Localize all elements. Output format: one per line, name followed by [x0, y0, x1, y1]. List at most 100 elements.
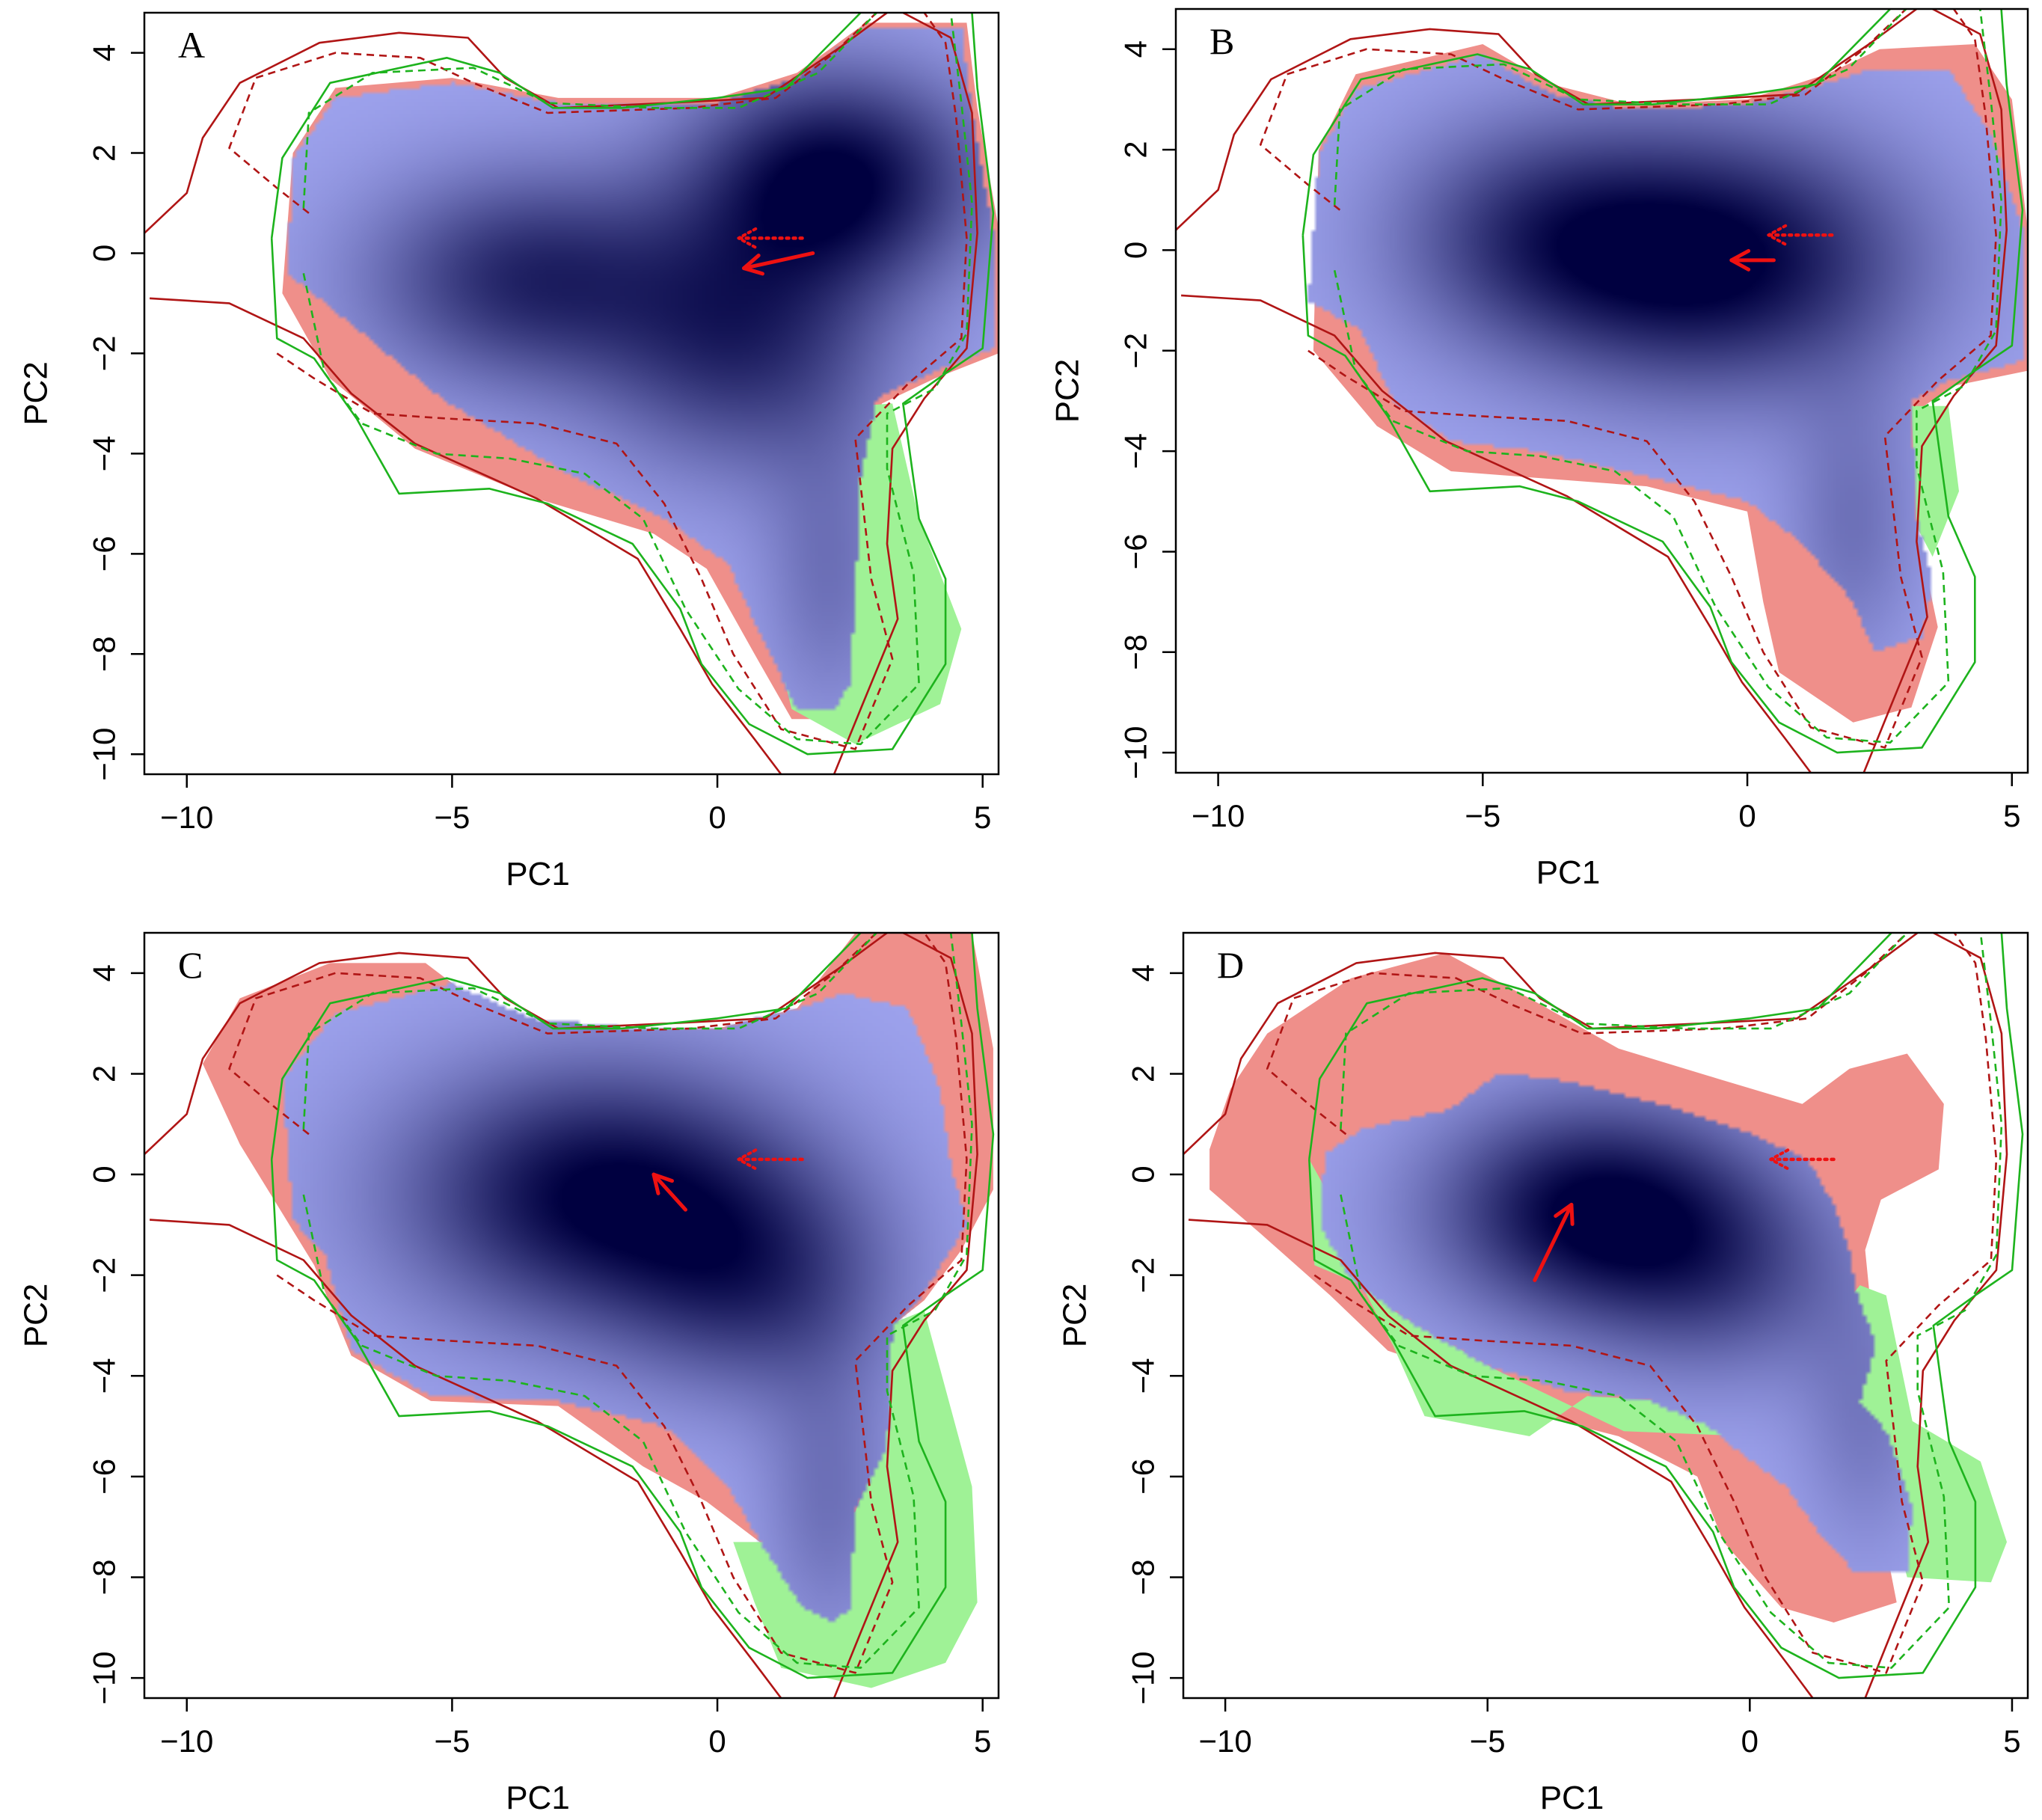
solid-arrow [1729, 248, 1776, 272]
y-axis: −10 −8 −6 −4 −2 0 2 4 PC2 [1049, 40, 1176, 779]
green-dashed-contour [302, 13, 973, 746]
y-tick-label: −8 [87, 636, 122, 672]
y-tick-label: −6 [1118, 534, 1153, 570]
y-tick-label: −4 [1126, 1358, 1161, 1394]
red-dashed-contour [1259, 9, 1907, 211]
panel-c: C −10 −5 0 5 PC1 −10 −8 −6 −4 −2 0 2 4 PC2 [18, 931, 1000, 1816]
x-tick-label: 0 [708, 1724, 726, 1759]
green-solid-contour [1308, 933, 2024, 1679]
x-tick-label: 5 [2003, 798, 2020, 833]
y-tick-label: −2 [1118, 333, 1153, 369]
y-tick-label: −4 [1118, 433, 1153, 469]
y-tick-label: −6 [1126, 1459, 1161, 1495]
red-dashed-contour [228, 933, 877, 1136]
green-dashed-contour [302, 13, 877, 209]
panel-label: A [178, 24, 205, 66]
dotted-arrow [1769, 1148, 1836, 1171]
green-solid-contour [270, 13, 995, 756]
dotted-arrow [737, 227, 804, 249]
red-solid-contour [1176, 9, 1918, 231]
panel-label: B [1209, 20, 1234, 62]
y-tick-label: −2 [87, 335, 122, 371]
red-solid-contour [1862, 9, 2008, 773]
red-solid-contour [833, 933, 978, 1698]
y-tick-label: 2 [1118, 141, 1153, 158]
x-tick-label: 0 [1738, 798, 1756, 833]
x-tick-label: −5 [1465, 798, 1500, 833]
y-tick-label: −10 [87, 728, 122, 781]
y-tick-label: −6 [87, 1459, 122, 1495]
solid-arrow [742, 251, 815, 276]
plot-area [1176, 9, 2028, 773]
green-solid-contour [1301, 9, 1892, 236]
y-tick-label: 2 [87, 144, 122, 162]
y-tick-label: −8 [1118, 634, 1153, 670]
green-dashed-contour [1340, 933, 2003, 1669]
red-dashed-contour [276, 933, 968, 1674]
panel-b: B −10 −5 0 5 PC1 −10 −8 −6 −4 −2 0 2 4 PC2 [1049, 7, 2029, 891]
x-axis-label: PC1 [1540, 1780, 1604, 1816]
plot-frame [1182, 931, 2029, 1700]
x-tick-label: −5 [434, 1724, 470, 1759]
plot-frame [143, 931, 1000, 1700]
red-dashed-contour [1313, 933, 1998, 1674]
red-solid-contour [150, 1219, 782, 1698]
y-axis-label: PC2 [1057, 1284, 1094, 1348]
y-tick-label: −2 [1126, 1257, 1161, 1293]
x-axis: −10 −5 0 5 PC1 [160, 1698, 991, 1816]
panel-d: D −10 −5 0 5 PC1 −10 −8 −6 −4 −2 0 2 4 PC2 [1057, 931, 2029, 1816]
y-tick-label: 2 [1126, 1065, 1161, 1082]
y-axis-label: PC2 [18, 1284, 55, 1348]
y-axis: −10 −8 −6 −4 −2 0 2 4 PC2 [18, 44, 144, 781]
x-tick-label: −10 [1198, 1724, 1251, 1759]
x-tick-label: −5 [434, 800, 470, 835]
solid-arrow [651, 1172, 688, 1212]
x-tick-label: 5 [974, 800, 991, 835]
plot-area [1183, 933, 2028, 1698]
panel-a: A −10 −5 0 5 PC1 −10 −8 −6 −4 −2 0 2 4 PC2 [18, 11, 1000, 892]
green-solid-contour [270, 933, 862, 1160]
plot-frame [1174, 7, 2029, 774]
green-dashed-contour [1333, 9, 2002, 744]
x-tick-label: 0 [1741, 1724, 1759, 1759]
green-dashed-contour [302, 933, 973, 1669]
y-tick-label: 0 [1118, 242, 1153, 259]
x-axis-label: PC1 [506, 856, 570, 892]
x-axis-label: PC1 [1536, 854, 1601, 891]
x-tick-label: −10 [160, 1724, 213, 1759]
y-tick-label: −10 [87, 1651, 122, 1704]
y-tick-label: −8 [87, 1560, 122, 1596]
red-solid-contour [150, 297, 782, 774]
solid-arrow [1533, 1202, 1575, 1282]
dotted-arrow [737, 1148, 804, 1171]
red-dashed-contour [1307, 9, 1997, 749]
red-dashed-contour [228, 13, 877, 214]
red-dashed-contour [276, 13, 968, 750]
panel-label: C [178, 944, 203, 986]
x-tick-label: 5 [2003, 1724, 2020, 1759]
y-tick-label: −4 [87, 435, 122, 471]
x-tick-label: 5 [974, 1724, 991, 1759]
y-axis-label: PC2 [1049, 359, 1086, 423]
density-heatmap [144, 13, 999, 774]
y-tick-label: 4 [87, 44, 122, 61]
x-tick-label: −10 [160, 800, 213, 835]
plot-area [144, 13, 999, 774]
density-heatmap [144, 933, 999, 1698]
x-tick-label: −5 [1470, 1724, 1506, 1759]
y-tick-label: −2 [87, 1257, 122, 1293]
y-tick-label: −8 [1126, 1560, 1161, 1596]
y-axis: −10 −8 −6 −4 −2 0 2 4 PC2 [18, 964, 144, 1705]
x-axis: −10 −5 0 5 PC1 [1192, 773, 2020, 891]
x-axis: −10 −5 0 5 PC1 [1198, 1698, 2021, 1816]
green-dashed-contour [1333, 9, 1907, 206]
plot-area [144, 933, 999, 1698]
y-tick-label: 0 [1126, 1165, 1161, 1183]
green-dashed-contour [302, 933, 877, 1130]
dotted-arrow [1767, 224, 1834, 246]
green-solid-contour [270, 933, 995, 1679]
y-tick-label: −10 [1126, 1651, 1161, 1704]
plot-frame [143, 11, 1000, 776]
